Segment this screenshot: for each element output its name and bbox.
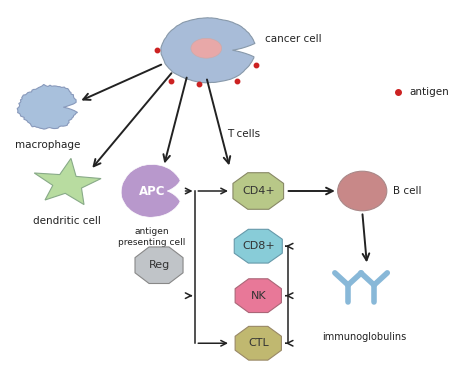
Text: NK: NK [250, 291, 266, 301]
Text: macrophage: macrophage [15, 139, 81, 150]
Polygon shape [233, 173, 283, 209]
Circle shape [337, 171, 387, 211]
Polygon shape [234, 229, 283, 263]
Polygon shape [161, 18, 255, 83]
Polygon shape [17, 84, 78, 129]
Text: CD4+: CD4+ [242, 186, 274, 196]
Text: cancer cell: cancer cell [265, 34, 322, 44]
Text: antigen
presenting cell: antigen presenting cell [118, 227, 186, 246]
Polygon shape [135, 247, 183, 283]
Text: immunoglobulins: immunoglobulins [322, 332, 407, 342]
Polygon shape [121, 164, 180, 217]
Text: CD8+: CD8+ [242, 241, 274, 251]
Text: dendritic cell: dendritic cell [33, 216, 101, 226]
Text: T cells: T cells [228, 129, 261, 139]
Text: CTL: CTL [248, 338, 269, 348]
Polygon shape [235, 279, 282, 312]
Text: antigen: antigen [410, 87, 449, 97]
Ellipse shape [191, 38, 222, 58]
Polygon shape [34, 159, 101, 205]
Polygon shape [235, 326, 282, 360]
Text: APC: APC [139, 185, 165, 197]
Text: Reg: Reg [148, 260, 170, 270]
Text: B cell: B cell [393, 186, 421, 196]
